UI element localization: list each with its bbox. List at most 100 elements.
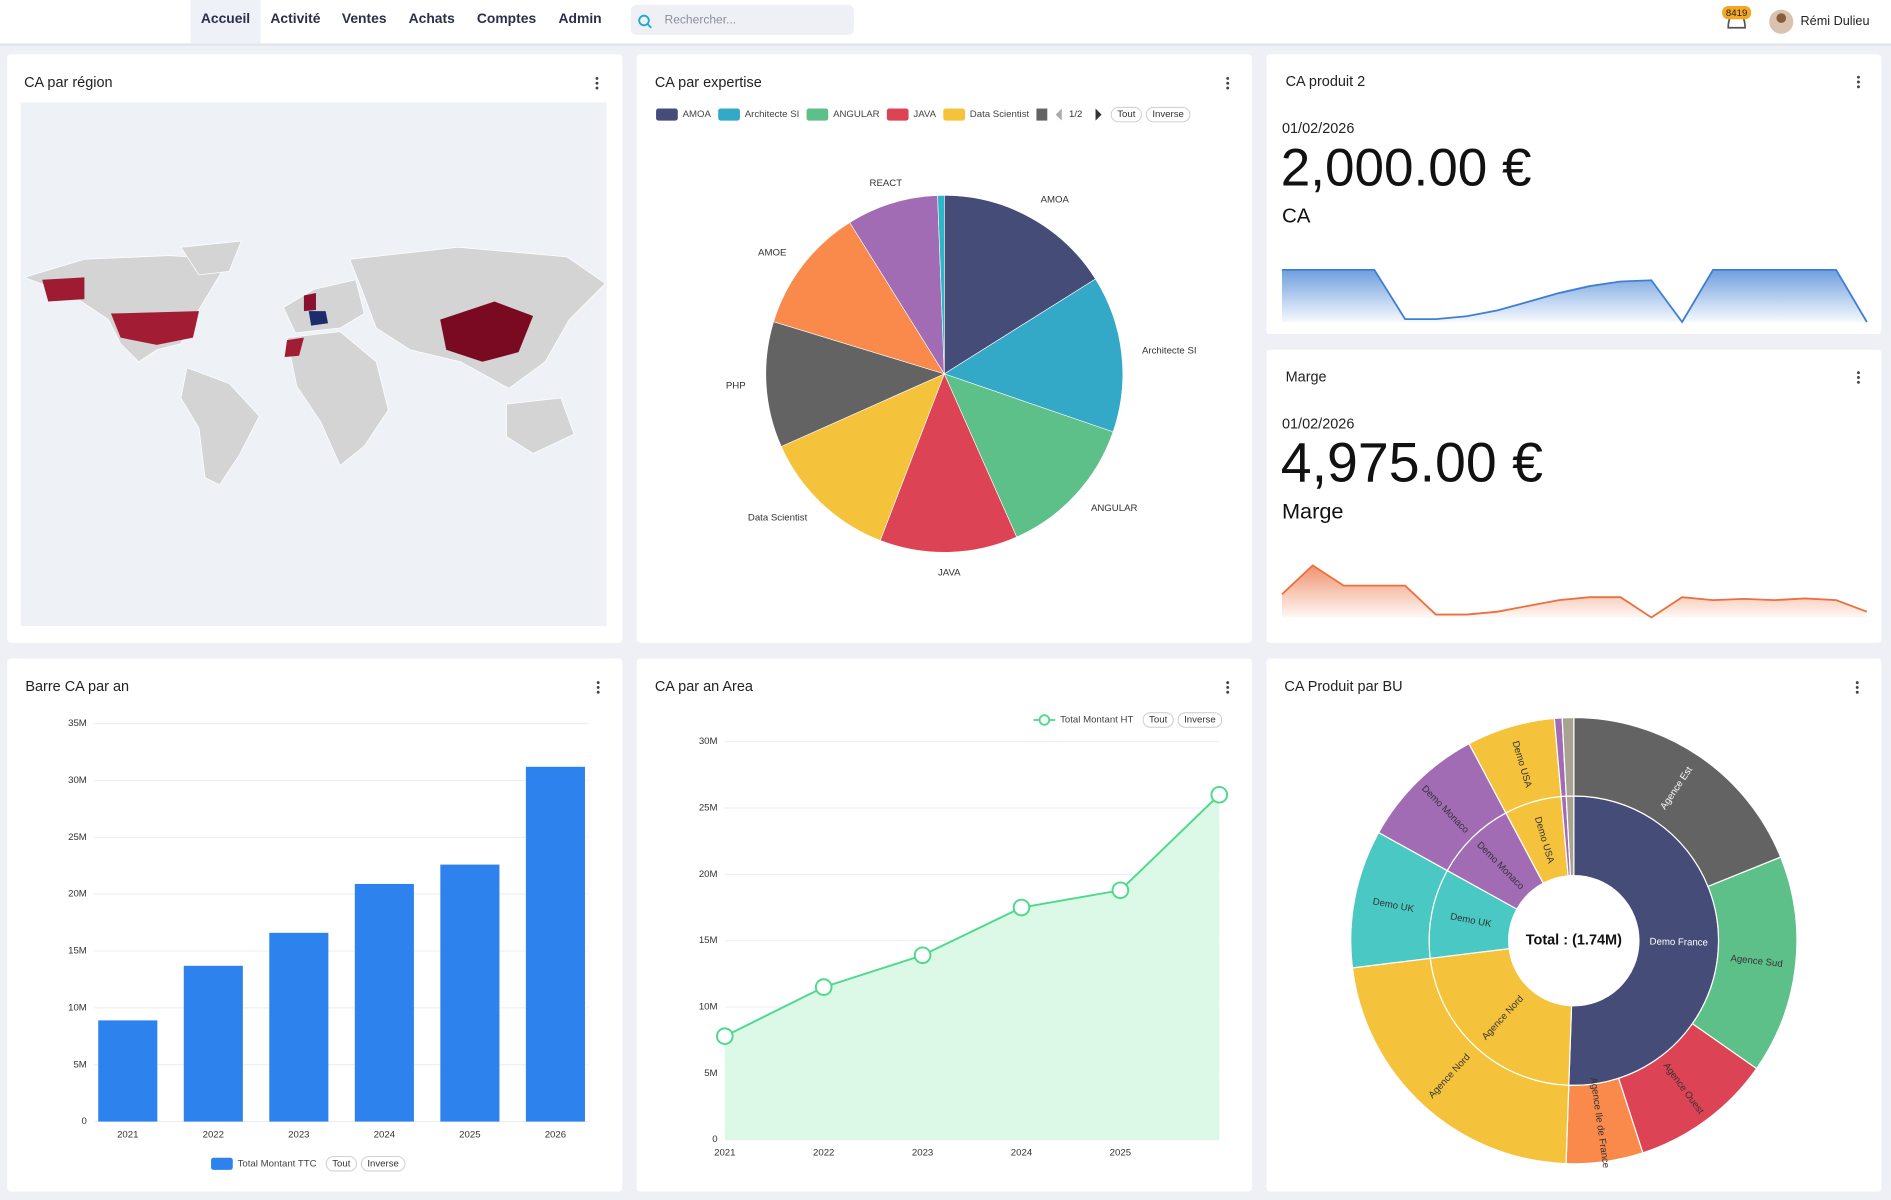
menu-dot[interactable] xyxy=(595,86,599,90)
menu-dot[interactable] xyxy=(1855,681,1859,685)
sparkline xyxy=(1281,564,1868,619)
menu-dot[interactable] xyxy=(1226,81,1230,85)
legend-swatch[interactable] xyxy=(886,108,909,121)
menu-dot[interactable] xyxy=(595,76,599,80)
nav-item[interactable]: Admin xyxy=(559,10,602,26)
sunburst-outer[interactable] xyxy=(1351,957,1570,1165)
slice-label: AMOA xyxy=(1041,194,1070,205)
menu-dot[interactable] xyxy=(1856,376,1860,379)
point[interactable] xyxy=(1012,898,1031,917)
legend-swatch[interactable] xyxy=(718,108,740,121)
legend-button-label[interactable]: Tout xyxy=(1149,715,1168,726)
menu-dot[interactable] xyxy=(1226,685,1230,689)
legend-button[interactable] xyxy=(1177,712,1223,728)
menu-dot[interactable] xyxy=(1856,85,1860,89)
menu-dot[interactable] xyxy=(1856,80,1860,84)
nav-item[interactable]: Comptes xyxy=(477,10,537,26)
point[interactable] xyxy=(716,1027,734,1045)
point[interactable] xyxy=(1210,785,1229,804)
legend-marker[interactable] xyxy=(1038,714,1051,726)
legend-swatch[interactable] xyxy=(211,1157,233,1170)
region-highlight xyxy=(303,293,316,312)
continent xyxy=(180,367,260,486)
card-title: Barre CA par an xyxy=(25,679,129,695)
legend-label[interactable]: Architecte SI xyxy=(745,109,800,120)
search-icon-handle xyxy=(646,23,652,29)
menu-dot[interactable] xyxy=(595,81,599,85)
menu-dot[interactable] xyxy=(1226,86,1230,90)
legend-label[interactable]: Total Montant HT xyxy=(1060,715,1133,726)
bar xyxy=(354,883,414,1122)
menu-dot[interactable] xyxy=(1226,690,1230,694)
legend-button[interactable] xyxy=(325,1156,357,1172)
kpi-date: 01/02/2026 xyxy=(1282,416,1354,432)
line xyxy=(724,794,1220,1038)
sparkline-area xyxy=(1281,269,1867,323)
area xyxy=(724,794,1220,1140)
legend-swatch[interactable] xyxy=(1036,108,1048,121)
legend-prev[interactable] xyxy=(1055,108,1062,121)
legend-label[interactable]: AMOA xyxy=(683,109,712,120)
y-tick-label: 30M xyxy=(68,775,87,786)
legend-label[interactable]: Data Scientist xyxy=(970,109,1030,120)
search-box[interactable] xyxy=(630,4,854,35)
x-tick-label: 2021 xyxy=(714,1147,735,1158)
point[interactable] xyxy=(814,978,833,996)
kpi-value: 4,975.00 € xyxy=(1281,431,1543,493)
legend-button[interactable] xyxy=(1142,712,1174,728)
notification-badge xyxy=(1722,6,1752,20)
segment-label: Demo France xyxy=(1649,937,1707,949)
x-tick-label: 2025 xyxy=(459,1129,480,1140)
legend-label[interactable]: JAVA xyxy=(913,109,936,120)
search-placeholder: Rechercher... xyxy=(665,13,737,27)
menu-dot[interactable] xyxy=(1856,380,1860,384)
sunburst-outer[interactable] xyxy=(1561,716,1575,797)
legend-button-label[interactable]: Tout xyxy=(332,1158,351,1169)
bar xyxy=(183,965,243,1122)
menu-dot[interactable] xyxy=(1226,76,1230,80)
card xyxy=(1266,54,1882,335)
point[interactable] xyxy=(1111,881,1130,900)
x-tick-label: 2021 xyxy=(117,1129,138,1140)
y-tick-label: 0 xyxy=(712,1134,717,1145)
menu-dot[interactable] xyxy=(1855,690,1859,694)
legend-button-label[interactable]: Inverse xyxy=(367,1158,399,1169)
bar xyxy=(525,766,585,1122)
kpi-label: Marge xyxy=(1282,498,1343,523)
legend-swatch[interactable] xyxy=(806,108,829,121)
legend-label[interactable]: ANGULAR xyxy=(833,109,880,120)
menu-dot[interactable] xyxy=(1856,371,1860,375)
slice-label: Data Scientist xyxy=(748,513,808,524)
continent xyxy=(180,240,242,276)
legend-button[interactable] xyxy=(1110,106,1142,123)
legend-button[interactable] xyxy=(1145,106,1191,123)
menu-dot[interactable] xyxy=(1856,75,1860,79)
legend-swatch[interactable] xyxy=(656,108,678,121)
slice-label: JAVA xyxy=(938,567,961,578)
point[interactable] xyxy=(913,946,932,965)
y-tick-label: 15M xyxy=(68,946,87,957)
menu-dot[interactable] xyxy=(596,690,600,694)
y-tick-label: 5M xyxy=(704,1068,717,1079)
menu-dot[interactable] xyxy=(596,681,600,685)
pie-slice xyxy=(765,321,946,447)
nav-item[interactable]: Ventes xyxy=(342,10,387,26)
x-tick-label: 2022 xyxy=(813,1147,834,1158)
legend-next[interactable] xyxy=(1095,108,1102,121)
nav-item[interactable]: Accueil xyxy=(201,10,250,26)
legend-swatch[interactable] xyxy=(943,108,965,121)
menu-dot[interactable] xyxy=(1855,685,1859,689)
nav-item[interactable]: Achats xyxy=(409,10,456,26)
legend-label[interactable]: Total Montant TTC xyxy=(238,1158,317,1169)
menu-dot[interactable] xyxy=(1226,681,1230,685)
legend-button-label[interactable]: Inverse xyxy=(1184,715,1216,726)
user-name[interactable]: Rémi Dulieu xyxy=(1801,14,1870,28)
pie-slice xyxy=(773,222,945,375)
menu-dot[interactable] xyxy=(596,685,600,689)
legend-button-label[interactable]: Tout xyxy=(1117,109,1136,120)
legend-button-label[interactable]: Inverse xyxy=(1152,109,1184,120)
legend-button[interactable] xyxy=(360,1156,406,1172)
nav-item[interactable]: Activité xyxy=(270,10,320,26)
card-title: Marge xyxy=(1286,369,1327,385)
